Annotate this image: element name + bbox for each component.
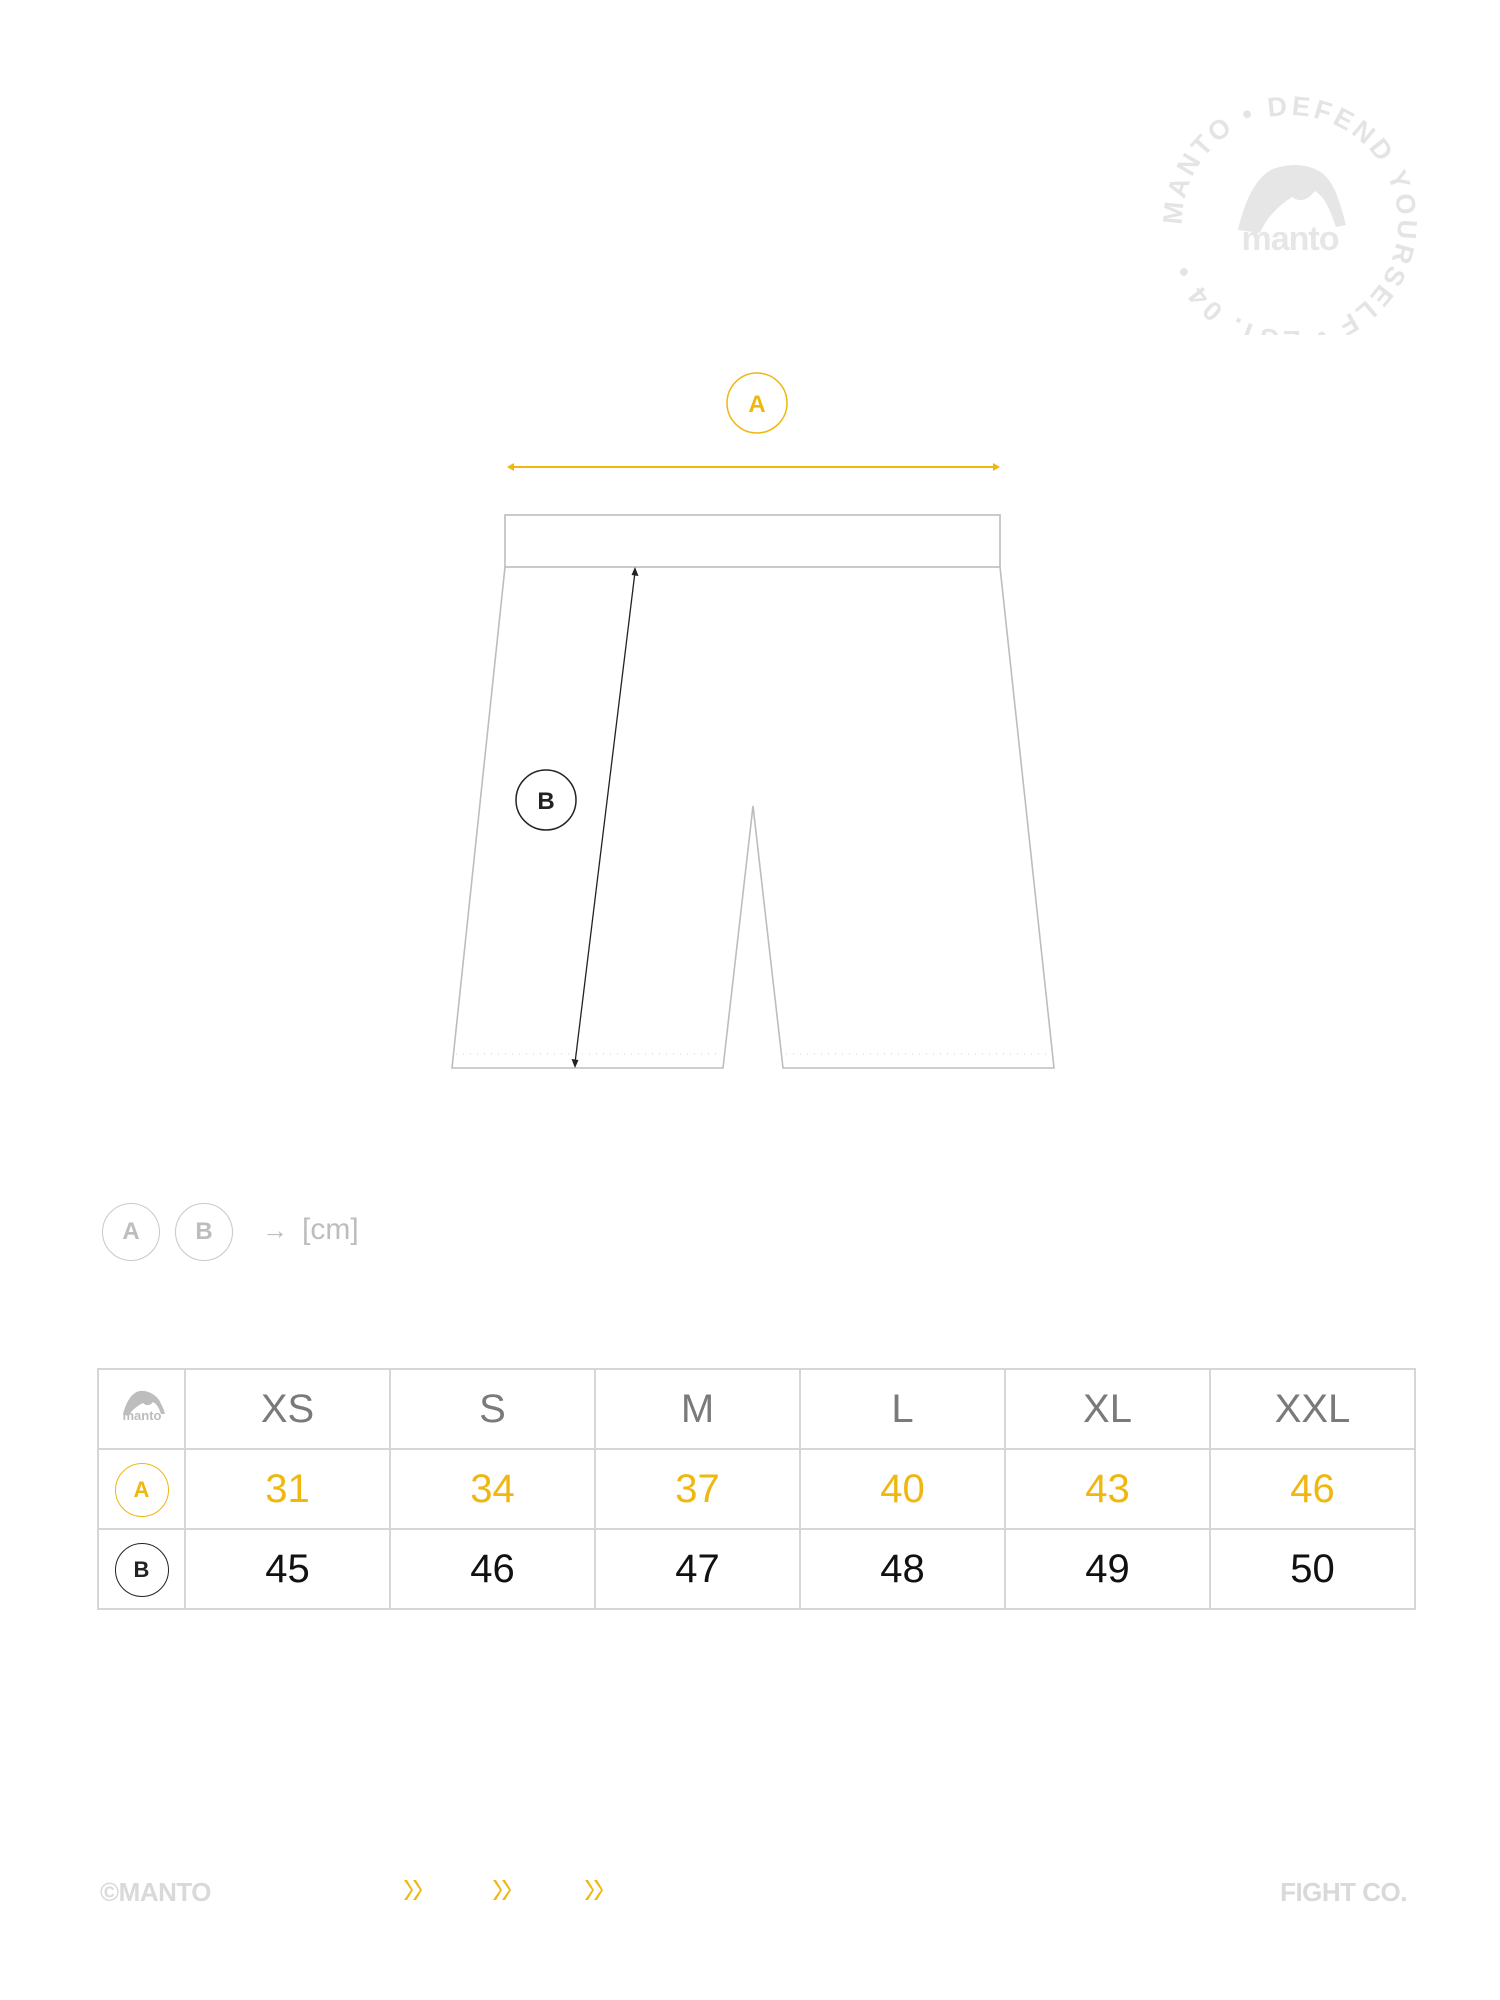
size-header: S: [389, 1368, 596, 1450]
measure-a-label: A: [748, 391, 765, 418]
arrow-right-icon: →: [262, 1215, 288, 1245]
measure-a-circle: A: [726, 372, 788, 434]
double-chevron-right-icon: [493, 1880, 511, 1900]
legend-b-badge: B: [175, 1203, 233, 1261]
size-table: manto XS S M L XL XXL A 31 34 37 40 43 4…: [97, 1368, 1416, 1610]
unit-label: [cm]: [302, 1213, 359, 1246]
shorts-diagram: A B: [451, 372, 1055, 1069]
legend-a-label: A: [122, 1218, 140, 1245]
value-cell: 31: [184, 1448, 391, 1530]
size-header: XS: [184, 1368, 391, 1450]
double-chevron-right-icon: [404, 1880, 422, 1900]
value-cell: 43: [1004, 1448, 1211, 1530]
table-logo-cell: manto: [97, 1368, 186, 1450]
brand-stamp: MANTO • DEFEND YOURSELF • EST. 04 • mant…: [1160, 91, 1420, 335]
value-cell: 46: [389, 1528, 596, 1610]
measure-a-arrow: [507, 463, 1000, 471]
table-header-row: manto XS S M L XL XXL: [97, 1368, 1416, 1450]
double-chevron-right-icon: [585, 1880, 603, 1900]
size-header: M: [594, 1368, 801, 1450]
row-a-badge: A: [114, 1462, 169, 1517]
wrestler-logo-icon: manto: [1238, 165, 1346, 258]
value-cell: 49: [1004, 1528, 1211, 1610]
stamp-logo-text: manto: [1242, 220, 1339, 258]
measure-b-arrow: [571, 567, 639, 1068]
measure-b-label: B: [537, 788, 554, 815]
value-cell: 37: [594, 1448, 801, 1530]
size-header: XXL: [1209, 1368, 1416, 1450]
row-label-cell: B: [97, 1528, 186, 1610]
table-row-b: B 45 46 47 48 49 50: [97, 1528, 1416, 1610]
value-cell: 48: [799, 1528, 1006, 1610]
footer-copyright: ©MANTO: [100, 1877, 212, 1907]
legend-b-label: B: [195, 1218, 213, 1245]
shorts-legs: [451, 566, 1055, 1069]
size-header: L: [799, 1368, 1006, 1450]
legend-a-badge: A: [102, 1203, 160, 1261]
footer-tagline: FIGHT CO.: [1280, 1877, 1407, 1907]
legend-unit: → [cm]: [262, 1213, 359, 1247]
value-cell: 40: [799, 1448, 1006, 1530]
waistband: [504, 514, 1001, 568]
value-cell: 46: [1209, 1448, 1416, 1530]
table-row-a: A 31 34 37 40 43 46: [97, 1448, 1416, 1530]
row-b-badge: B: [114, 1542, 169, 1597]
wrestler-logo-icon: manto: [122, 1390, 165, 1423]
shorts-outline: [451, 514, 1055, 1069]
value-cell: 45: [184, 1528, 391, 1610]
value-cell: 50: [1209, 1528, 1416, 1610]
value-cell: 47: [594, 1528, 801, 1610]
row-label-cell: A: [97, 1448, 186, 1530]
table-logo-text: manto: [122, 1408, 161, 1422]
value-cell: 34: [389, 1448, 596, 1530]
size-header: XL: [1004, 1368, 1211, 1450]
measure-b-circle: B: [515, 769, 577, 831]
